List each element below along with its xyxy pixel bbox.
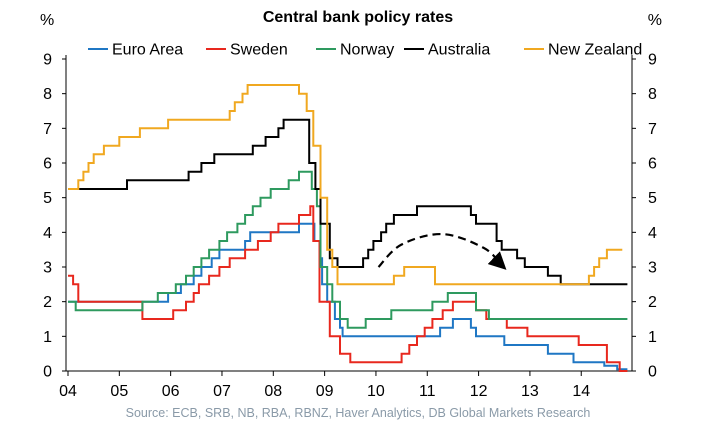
right-y-tick-label: 3 <box>648 260 657 277</box>
left-y-tick-label: 7 <box>43 121 52 138</box>
series-line-australia <box>68 118 628 286</box>
x-tick-label: 13 <box>521 383 539 400</box>
x-tick-label: 05 <box>110 383 128 400</box>
left-y-tick-label: 5 <box>43 190 52 207</box>
series-line-sweden <box>68 205 628 372</box>
left-y-tick-label: 6 <box>43 156 52 173</box>
x-tick-label: 11 <box>419 383 436 400</box>
legend-label-euro-area: Euro Area <box>112 42 183 59</box>
left-axis-unit: % <box>40 12 54 29</box>
x-tick-label: 14 <box>572 383 590 400</box>
series-line-norway <box>68 170 628 329</box>
legend-label-new-zealand: New Zealand <box>548 42 642 59</box>
right-y-tick-label: 8 <box>648 86 657 103</box>
right-axis-unit: % <box>648 12 662 29</box>
plot-area: 0 01 12 23 34 45 56 67 78 89 904 05 06 07 08 09 10 11 12 13… <box>43 52 657 401</box>
left-y-tick-label: 0 <box>43 364 52 381</box>
x-tick-label: 07 <box>213 383 231 400</box>
x-tick-label: 06 <box>162 383 180 400</box>
legend-label-sweden: Sweden <box>230 42 288 59</box>
chart-title: Central bank policy rates <box>263 9 453 26</box>
left-y-tick-label: 4 <box>43 225 52 242</box>
series-line-euro-area <box>68 222 628 371</box>
right-y-tick-label: 6 <box>648 156 657 173</box>
legend-label-australia: Australia <box>428 42 490 59</box>
left-y-tick-label: 8 <box>43 86 52 103</box>
right-y-tick-label: 2 <box>648 294 657 311</box>
left-y-tick-label: 2 <box>43 294 52 311</box>
right-y-tick-label: 7 <box>648 121 657 138</box>
x-tick-label: 09 <box>316 383 334 400</box>
left-y-tick-label: 3 <box>43 260 52 277</box>
source-note: Source: ECB, SRB, NB, RBA, RBNZ, Haver A… <box>126 406 591 420</box>
trend-arrow-annotation <box>377 232 507 270</box>
right-y-tick-label: 0 <box>648 364 657 381</box>
right-y-tick-label: 9 <box>648 52 657 69</box>
legend: Euro Area Sweden Norway Australia New Zealan… <box>88 42 642 59</box>
left-y-tick-label: 9 <box>43 52 52 69</box>
x-tick-label: 04 <box>59 383 77 400</box>
x-tick-label: 10 <box>367 383 385 400</box>
left-y-tick-label: 1 <box>43 329 52 346</box>
right-y-tick-label: 5 <box>648 190 657 207</box>
right-y-tick-label: 1 <box>648 329 657 346</box>
right-y-tick-label: 4 <box>648 225 657 242</box>
x-tick-label: 12 <box>470 383 488 400</box>
legend-label-norway: Norway <box>340 42 394 59</box>
series-line-new-zealand <box>68 84 623 286</box>
x-tick-label: 08 <box>264 383 282 400</box>
